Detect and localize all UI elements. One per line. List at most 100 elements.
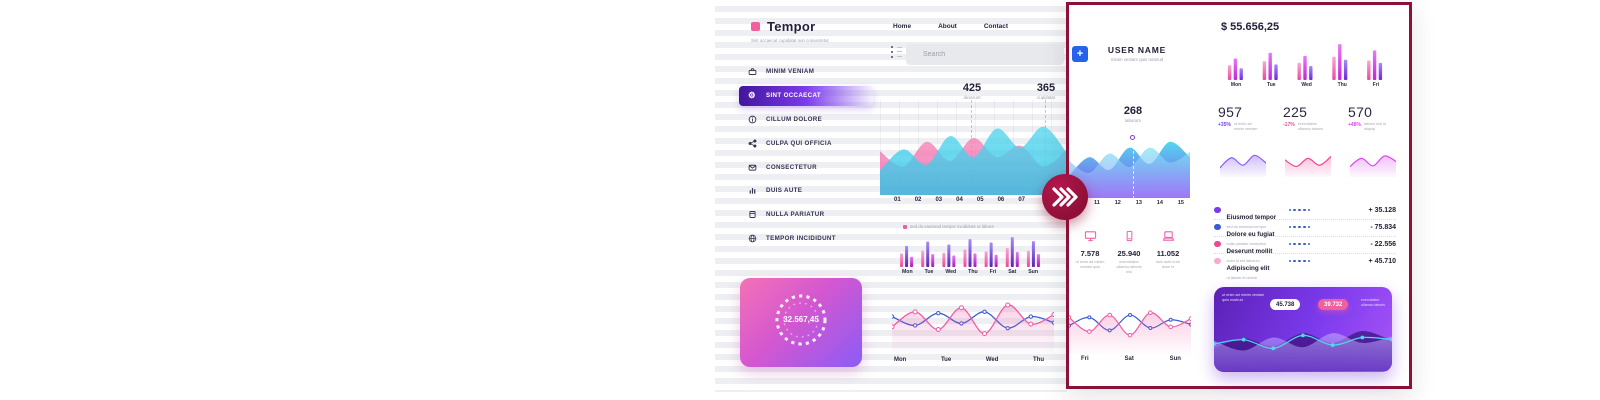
- panel-area-chart: [1069, 124, 1190, 198]
- stat-tile: 570 +48% laboris nisi ut aliquip: [1348, 104, 1408, 132]
- x-label: 14: [1156, 200, 1163, 206]
- device-value: 25.940: [1117, 249, 1141, 258]
- legend-row[interactable]: Dolore eu fugiat nulla pariatur excepteur…: [1214, 220, 1396, 246]
- x-label: Thu: [1337, 82, 1347, 88]
- marker-label: laborum: [1125, 117, 1141, 123]
- x-label: 13: [1135, 200, 1142, 206]
- legend-row[interactable]: Deserunt mollit anim id est laborum - 22.…: [1214, 237, 1396, 263]
- card-badge-note: exercitation ullamco laboris: [1361, 298, 1385, 308]
- weekly-bar-x-axis: Mon Tue Wed Thu Fri Sat Sun: [896, 269, 1044, 275]
- sidebar-item-label: MINIM VENIAM: [766, 68, 815, 76]
- legend-dot-icon: [1214, 240, 1221, 247]
- stat-note: laboris nisi ut aliquip: [1363, 122, 1387, 132]
- data-point-dot: [1130, 135, 1135, 140]
- brand-tagline: Sint occaecat cupidatat non consectetur: [751, 38, 829, 43]
- x-label: Mon: [1230, 82, 1242, 88]
- x-label: Tue: [940, 357, 952, 363]
- nav-link-contact[interactable]: Contact: [983, 23, 1009, 30]
- x-label: 07: [1018, 197, 1025, 203]
- sidebar-item-tempor-incididunt[interactable]: TEMPOR INCIDIDUNT: [739, 227, 873, 251]
- card-badge-pink: 39.732: [1318, 299, 1349, 310]
- stat-sparkline: [1350, 146, 1396, 177]
- user-name: USER NAME: [1107, 45, 1167, 55]
- sidebar-item-cillum-dolore[interactable]: CILLUM DOLORE: [739, 108, 873, 132]
- book-icon: [747, 210, 757, 219]
- legend-label: Adipiscing elit: [1226, 264, 1270, 272]
- marker-guideline: [1133, 126, 1134, 199]
- legend-dot-icon: [1214, 206, 1221, 213]
- marker-label: deserunt: [963, 94, 981, 100]
- x-label: Thu: [1033, 357, 1044, 363]
- x-label: Wed: [1301, 82, 1312, 88]
- x-label: Mon: [894, 357, 907, 363]
- x-label: Sun: [1169, 356, 1181, 362]
- x-label: 02: [914, 197, 922, 203]
- mini-line-x-axis: Fri Sat Sun: [1081, 356, 1181, 362]
- x-label: Tue: [924, 269, 934, 275]
- legend-row[interactable]: Adipiscing elit ut labore et dolore + 45.…: [1214, 254, 1396, 280]
- x-label: 15: [1177, 200, 1184, 206]
- x-label: Fri: [989, 269, 997, 275]
- sidebar-item-nulla-pariatur[interactable]: NULLA PARIATUR: [739, 203, 873, 227]
- stat-value: 225: [1283, 104, 1308, 120]
- zoom-badge-button[interactable]: [1042, 174, 1088, 220]
- x-label: 01: [894, 197, 901, 203]
- legend-label: Dolore eu fugiat: [1226, 230, 1275, 238]
- info-icon: [747, 115, 757, 124]
- stat-tile: 225 -17% exercitation ullamco laboris: [1283, 104, 1343, 132]
- sidebar-item-label: TEMPOR INCIDIDUNT: [766, 234, 836, 242]
- nav-link-home[interactable]: Home: [893, 23, 912, 30]
- sidebar-item-minim-veniam[interactable]: MINIM VENIAM: [739, 60, 873, 84]
- user-block: USER NAME minim veniam quis nostrud: [1091, 45, 1183, 62]
- brand-logo: Tempor: [751, 19, 816, 34]
- device-note: duis aute irure dolor in: [1155, 260, 1181, 270]
- sidebar-item-label: CONSECTETUR: [766, 163, 817, 171]
- search-input[interactable]: [906, 44, 1064, 65]
- panel-area-marker: 268 laborum: [1113, 105, 1153, 123]
- x-label: 03: [935, 197, 943, 203]
- bar-chart-caption: sed do eiusmod tempor incididunt ut labo…: [903, 224, 994, 230]
- highlight-panel: + USER NAME minim veniam quis nostrud $ …: [1066, 2, 1412, 389]
- stat-delta: +48%: [1348, 122, 1361, 128]
- add-button[interactable]: +: [1072, 46, 1088, 62]
- summary-card: ut enim ad minim veniam quis nostrud 45.…: [1214, 287, 1392, 372]
- gear-icon: ⚙: [748, 90, 756, 101]
- x-label: 05: [976, 197, 984, 203]
- x-label: Sat: [1008, 269, 1017, 275]
- sidebar-item-consectetur[interactable]: CONSECTETUR: [739, 155, 873, 179]
- stat-value: 570: [1348, 104, 1373, 120]
- gauge-ring: [772, 291, 830, 349]
- share-icon: [747, 139, 757, 148]
- x-label: 06: [997, 197, 1005, 203]
- stat-tile: 957 +35% ut enim ad minim veniam: [1218, 104, 1278, 132]
- sidebar-menu: MINIM VENIAM ⚙ SINT OCCAECAT CILLUM DOLO…: [739, 60, 873, 250]
- marker-value: 268: [1123, 105, 1143, 117]
- rating-dots-icon: [1288, 226, 1311, 229]
- globe-icon: [747, 234, 757, 243]
- stat-note: ut enim ad minim veniam: [1233, 122, 1258, 132]
- gauge-value: 32.567,45: [783, 315, 819, 324]
- kebab-menu-icon[interactable]: [891, 46, 903, 60]
- bar-chart-icon: [747, 186, 757, 195]
- main-area-chart: [880, 100, 1067, 195]
- sidebar-item-sint-occaecat[interactable]: ⚙ SINT OCCAECAT: [739, 85, 873, 106]
- nav-link-about[interactable]: About: [938, 23, 957, 30]
- stat-sparkline: [1220, 146, 1266, 177]
- legend-row[interactable]: Eiusmod tempor sed do eiusmod tempor + 35…: [1214, 203, 1396, 229]
- smartphone-icon: [1126, 230, 1132, 242]
- legend-label: Eiusmod tempor: [1226, 213, 1277, 221]
- briefcase-icon: [747, 67, 757, 76]
- x-label: Wed: [985, 357, 999, 363]
- balance-value: $ 55.656,25: [1221, 21, 1280, 33]
- x-label: Tue: [1267, 82, 1276, 88]
- legend-sub: anim id est laborum: [1226, 258, 1260, 263]
- gauge-card: 32.567,45: [740, 278, 862, 367]
- monitor-icon: [1084, 231, 1096, 242]
- sidebar-item-culpa-qui-officia[interactable]: CULPA QUI OFFICIA: [739, 131, 873, 155]
- x-label: Mon: [901, 269, 913, 275]
- sidebar-item-duis-aute[interactable]: DUIS AUTE: [739, 179, 873, 203]
- legend-list: Eiusmod tempor sed do eiusmod tempor + 35…: [1214, 203, 1396, 280]
- rating-dots-icon: [1288, 243, 1311, 246]
- caption-text: sed do eiusmod tempor incididunt ut labo…: [910, 224, 994, 229]
